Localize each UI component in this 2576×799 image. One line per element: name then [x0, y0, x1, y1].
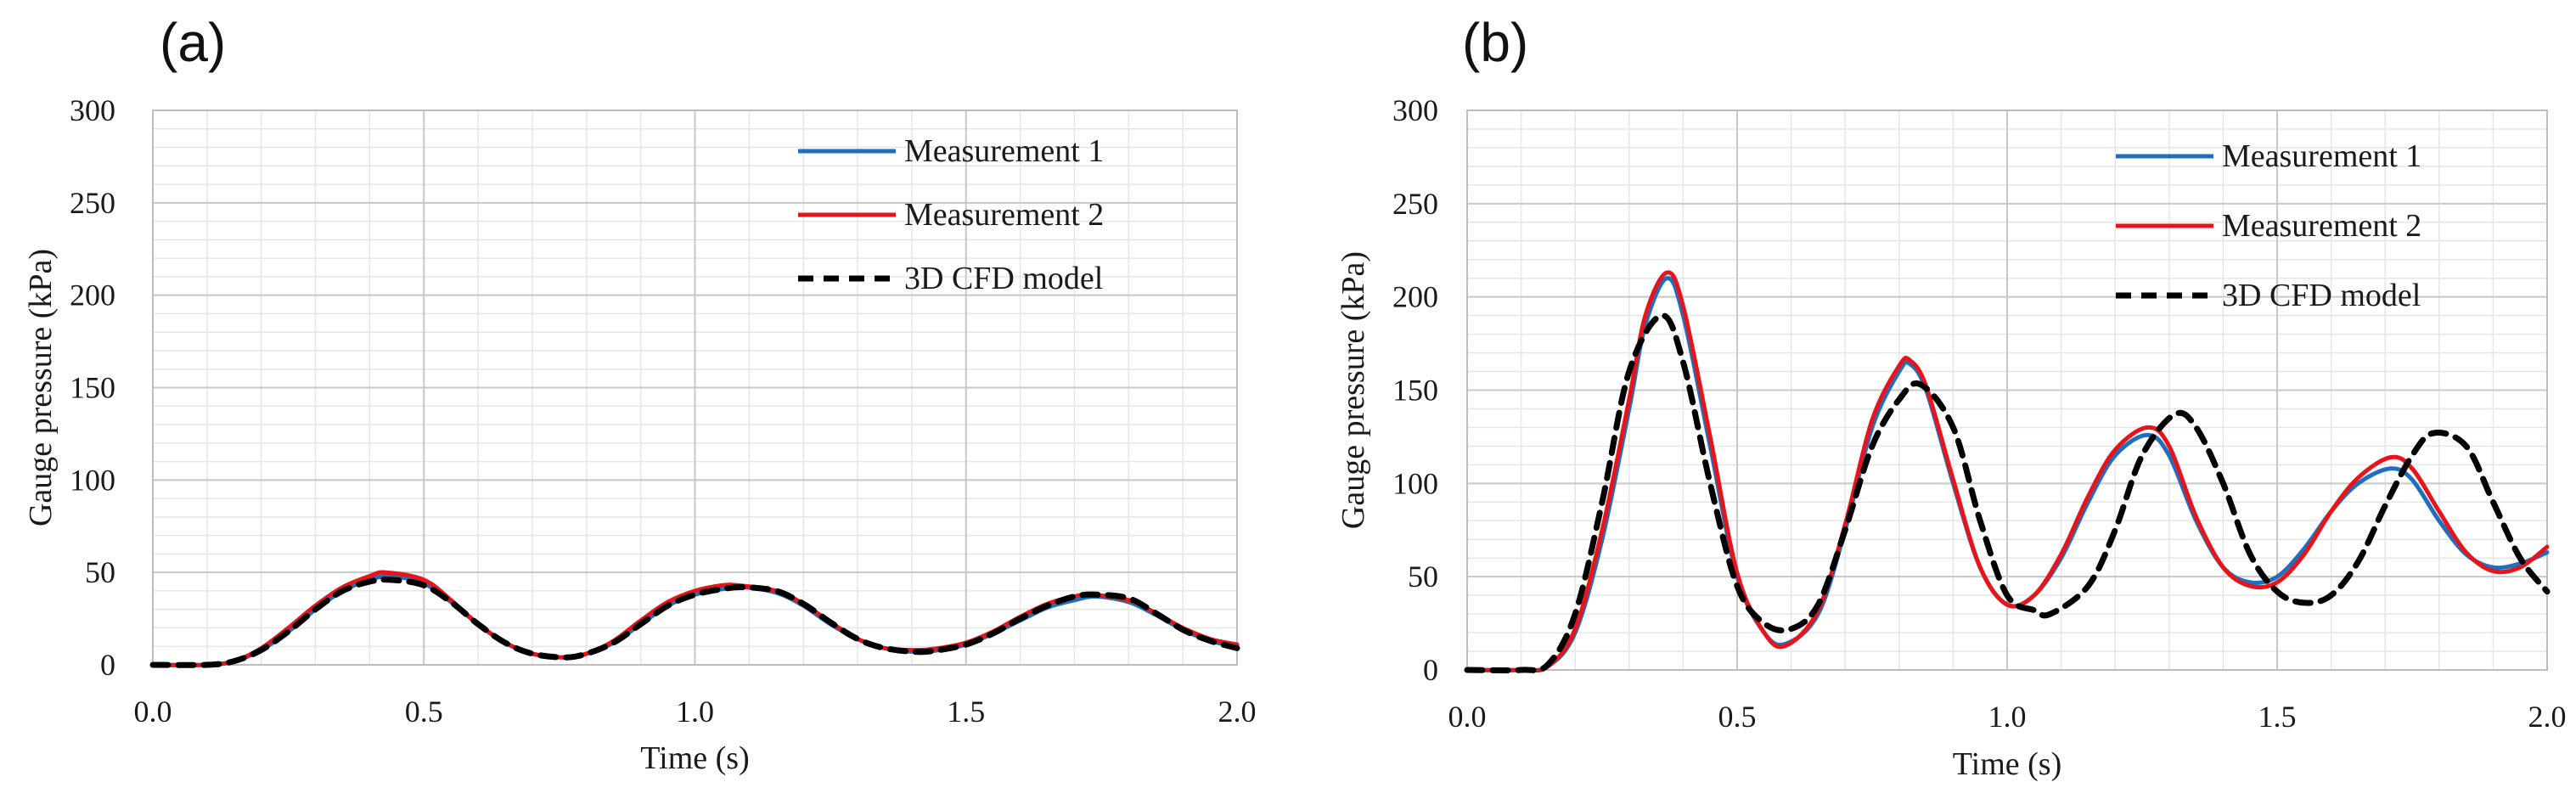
series-line-3d-cfd-model	[1464, 312, 2551, 673]
x-tick-label: 1.0	[676, 695, 714, 729]
y-tick-label: 150	[1392, 374, 1438, 408]
x-tick-label: 0.0	[134, 695, 172, 729]
legend-label-measurement-1: Measurement 1	[904, 133, 1104, 169]
y-tick-label: 0	[100, 648, 115, 682]
y-axis-title: Gauge pressure (kPa)	[23, 249, 59, 526]
x-tick-label: 1.5	[2258, 700, 2297, 734]
panel-label: (b)	[1462, 12, 1528, 73]
y-tick-label: 50	[1408, 560, 1438, 594]
y-tick-label: 0	[1423, 653, 1438, 687]
series-line-3d-cfd-model	[149, 577, 1240, 668]
y-tick-label: 50	[85, 555, 115, 589]
plot-area-border	[1466, 110, 2548, 671]
series-line-measurement-2	[1465, 270, 2550, 673]
legend-label-measurement-1: Measurement 1	[2222, 138, 2421, 174]
y-tick-label: 200	[1392, 280, 1438, 314]
legend-label-3d-cfd-model: 3D CFD model	[2222, 278, 2421, 313]
x-axis-title: Time (s)	[1953, 746, 2061, 782]
x-tick-label: 1.5	[947, 695, 985, 729]
y-tick-label: 100	[1392, 466, 1438, 500]
x-tick-label: 0.0	[1448, 700, 1487, 734]
x-tick-label: 0.5	[405, 695, 443, 729]
y-tick-label: 100	[70, 463, 115, 497]
y-tick-label: 300	[70, 93, 115, 127]
y-tick-label: 200	[70, 279, 115, 312]
x-tick-label: 2.0	[1218, 695, 1257, 729]
y-tick-label: 300	[1392, 93, 1438, 127]
x-tick-label: 1.0	[1988, 700, 2027, 734]
x-tick-label: 2.0	[2528, 700, 2567, 734]
x-tick-label: 0.5	[1718, 700, 1757, 734]
panel-label: (a)	[160, 12, 226, 73]
x-axis-title: Time (s)	[640, 740, 749, 776]
y-tick-label: 150	[70, 371, 115, 405]
y-tick-label: 250	[70, 186, 115, 220]
legend-label-3d-cfd-model: 3D CFD model	[904, 261, 1103, 296]
legend-label-measurement-2: Measurement 2	[2222, 208, 2421, 244]
y-axis-title: Gauge pressure (kPa)	[1336, 251, 1371, 529]
plot-area-border	[152, 110, 1238, 666]
chart-panel-b: 0 50 100 150 200 250 300 0.0 0.5 1.0 1.5 2.0 Time (s…	[1336, 12, 2567, 782]
chart-panel-a: 0 50 100 150 200 250 300 0.0 0.5 1.0 1.5 2.0 Time (s…	[23, 12, 1257, 776]
legend-label-measurement-2: Measurement 2	[904, 197, 1104, 233]
y-tick-label: 250	[1392, 187, 1438, 221]
